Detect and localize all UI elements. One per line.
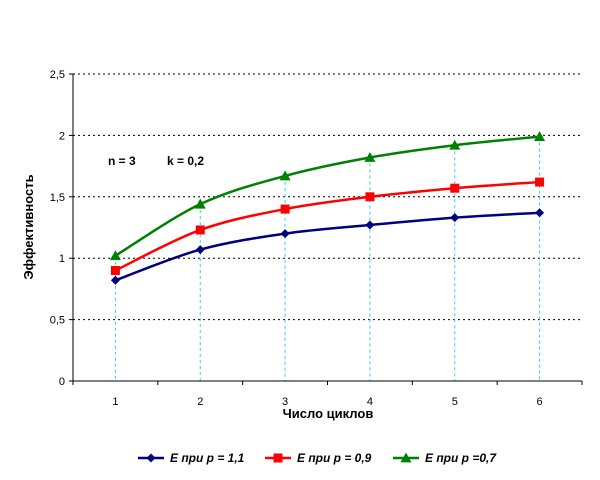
legend-label: E при p = 0,9 — [297, 451, 372, 465]
gridlines — [73, 73, 582, 321]
y-tick-label: 2 — [59, 130, 65, 142]
legend-label: E при p = 1,1 — [170, 451, 245, 465]
drop-lines — [114, 136, 541, 381]
legend-swatch-marker — [146, 453, 156, 463]
y-tick-label: 1,5 — [50, 192, 65, 204]
data-point-diamond — [450, 213, 460, 223]
y-tick-label: 1 — [59, 253, 65, 265]
data-point-diamond — [110, 275, 120, 285]
legend-item-1: E при p = 1,1 — [138, 451, 245, 465]
y-tick-label: 2,5 — [50, 69, 65, 81]
axes — [69, 73, 583, 385]
data-point-diamond — [365, 220, 375, 230]
data-point-square — [450, 183, 460, 193]
data-point-triangle — [364, 152, 376, 162]
series-line-1 — [114, 211, 540, 282]
x-tick-label: 2 — [197, 396, 203, 408]
legend-swatch-marker — [400, 452, 412, 463]
y-tick-label: 0 — [59, 376, 65, 388]
data-point-triangle — [109, 250, 121, 261]
x-tick-label: 5 — [452, 396, 458, 408]
data-point-triangle — [279, 170, 291, 181]
series-1 — [110, 208, 545, 285]
series-group — [109, 131, 546, 285]
legend-item-2: E при p = 0,9 — [265, 451, 372, 465]
annotation-k: k = 0,2 — [167, 154, 204, 168]
y-tick-labels: 0 0,5 1 1,5 2 2,5 — [50, 69, 65, 388]
x-tick-label: 4 — [367, 396, 373, 408]
series-line-3 — [114, 135, 540, 257]
data-point-square — [280, 204, 290, 214]
data-point-diamond — [280, 229, 290, 239]
series-line-2 — [114, 180, 540, 272]
legend: E при p = 1,1 E при p = 0,9 E при p =0,7 — [138, 451, 497, 465]
data-point-triangle — [534, 131, 546, 142]
legend-item-3: E при p =0,7 — [393, 451, 497, 465]
annotation-n: n = 3 — [108, 154, 136, 168]
y-axis-title: Эффективность — [21, 174, 36, 279]
series-3 — [109, 131, 546, 261]
x-tick-label: 3 — [282, 396, 288, 408]
data-point-diamond — [535, 208, 545, 218]
data-point-square — [110, 265, 120, 275]
data-point-triangle — [194, 198, 206, 209]
x-tick-label: 6 — [537, 396, 543, 408]
x-tick-labels: 1 2 3 4 5 6 — [112, 396, 542, 408]
legend-swatch-marker — [273, 453, 283, 463]
series-2 — [110, 177, 545, 275]
data-point-square — [365, 192, 375, 202]
x-axis-title: Число циклов — [283, 406, 374, 421]
data-point-diamond — [195, 245, 205, 255]
legend-label: E при p =0,7 — [425, 451, 497, 465]
y-tick-label: 0,5 — [50, 315, 65, 327]
x-tick-label: 1 — [112, 396, 118, 408]
data-point-square — [195, 225, 205, 235]
data-point-square — [535, 177, 545, 187]
data-point-triangle — [449, 139, 461, 150]
